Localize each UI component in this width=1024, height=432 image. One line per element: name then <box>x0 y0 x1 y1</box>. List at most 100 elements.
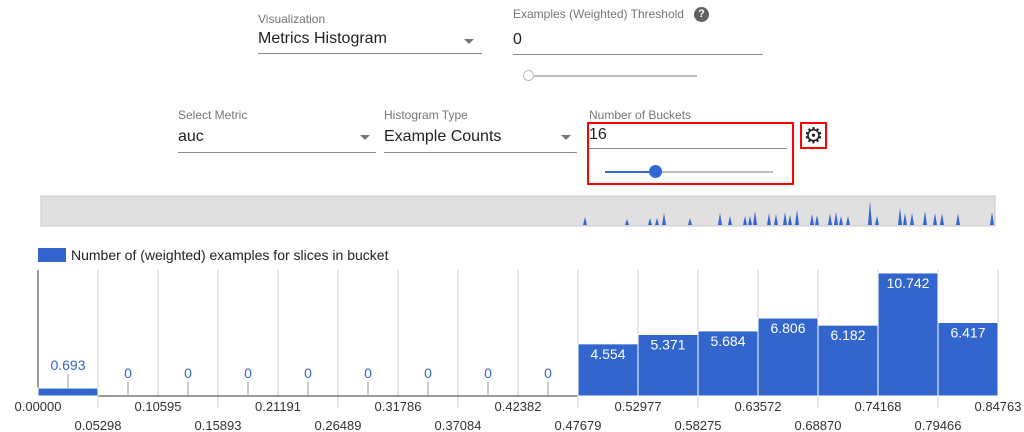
slider-thumb[interactable] <box>649 165 662 178</box>
gear-icon[interactable]: ⚙ <box>800 122 827 149</box>
x-tick-label: 0.63572 <box>735 399 782 414</box>
sparkline-spike <box>783 212 787 225</box>
x-tick-label: 0.00000 <box>15 399 62 414</box>
data-label: 5.684 <box>710 333 745 349</box>
data-label: 4.554 <box>590 346 625 362</box>
x-tick-label: 0.42382 <box>495 399 542 414</box>
sparkline-spike <box>767 213 771 225</box>
metric-select[interactable]: Select Metric auc <box>178 108 376 153</box>
sparkline-spike <box>753 211 757 225</box>
sparkline-spike <box>910 213 914 225</box>
histogram-bar[interactable] <box>577 343 639 397</box>
histogram-bar[interactable] <box>877 272 939 397</box>
visualization-select[interactable]: Visualization Metrics Histogram <box>258 12 482 54</box>
slider-thumb[interactable] <box>523 70 534 81</box>
x-tick-label: 0.37084 <box>435 418 482 432</box>
sparkline-spike <box>748 216 752 225</box>
sparkline-spike <box>846 216 850 225</box>
sparkline-spike <box>795 210 799 225</box>
metric-value: auc <box>178 122 376 153</box>
buckets-label: Number of Buckets <box>589 108 692 122</box>
metric-label: Select Metric <box>178 108 248 122</box>
data-label: 0 <box>544 365 552 381</box>
x-tick-label: 0.68870 <box>795 418 842 432</box>
sparkline-spike <box>839 216 843 225</box>
visualization-value: Metrics Histogram <box>258 26 482 54</box>
data-label: 0 <box>184 365 192 381</box>
sparkline-spike <box>898 208 902 225</box>
data-label: 0 <box>244 365 252 381</box>
histogram-type-select[interactable]: Histogram Type Example Counts <box>384 108 577 153</box>
buckets-highlight <box>587 122 794 185</box>
sparkline-spike <box>923 211 927 225</box>
sparkline-spike <box>815 215 819 225</box>
data-label: 0 <box>304 365 312 381</box>
data-label: 0 <box>364 365 372 381</box>
overview-brush[interactable] <box>40 195 996 227</box>
data-label: 0 <box>124 365 132 381</box>
x-tick-label: 0.58275 <box>675 418 722 432</box>
overview-sparkline <box>583 201 994 225</box>
x-tick-label: 0.05298 <box>75 418 122 432</box>
histogram-bar[interactable] <box>937 321 999 397</box>
histogram-bar[interactable] <box>757 317 819 397</box>
data-label: 10.742 <box>887 275 930 291</box>
x-tick-label: 0.31786 <box>375 399 422 414</box>
sparkline-spike <box>868 201 872 225</box>
data-label: 0.693 <box>50 357 85 373</box>
sparkline-spike <box>940 213 944 225</box>
histogram-bar[interactable] <box>697 330 759 397</box>
sparkline-spike <box>810 214 814 225</box>
sparkline-spike <box>743 216 747 225</box>
data-label: 6.806 <box>770 320 805 336</box>
x-tick-label: 0.52977 <box>615 399 662 414</box>
data-label: 5.371 <box>650 336 685 352</box>
threshold-label: Examples (Weighted) Threshold <box>513 7 684 21</box>
sparkline-spike <box>834 212 838 225</box>
sparkline-spike <box>583 217 587 225</box>
sparkline-spike <box>903 213 907 225</box>
histogram-type-label: Histogram Type <box>384 108 468 122</box>
help-icon[interactable]: ? <box>694 7 709 22</box>
dropdown-caret-icon <box>561 135 571 140</box>
sparkline-spike <box>648 218 652 225</box>
buckets-slider[interactable] <box>605 165 773 179</box>
histogram-bar[interactable] <box>37 387 99 397</box>
threshold-field[interactable]: Examples (Weighted) Threshold 0 <box>513 7 763 55</box>
data-label: 0 <box>484 365 492 381</box>
sparkline-spike <box>788 215 792 225</box>
data-label: 6.182 <box>830 327 865 343</box>
visualization-label: Visualization <box>258 12 326 26</box>
threshold-input[interactable]: 0 <box>513 21 763 55</box>
sparkline-spike <box>875 216 879 225</box>
sparkline-spike <box>728 216 732 225</box>
threshold-slider[interactable] <box>523 70 697 82</box>
sparkline-spike <box>956 213 960 225</box>
sparkline-spike <box>990 212 994 225</box>
sparkline-spike <box>688 218 692 225</box>
x-tick-label: 0.79466 <box>915 418 962 432</box>
sparkline-spike <box>662 213 666 225</box>
sparkline-spike <box>625 219 629 225</box>
buckets-input[interactable]: 16 <box>589 126 787 149</box>
histogram-bar[interactable] <box>817 324 879 397</box>
legend-label: Number of (weighted) examples for slices… <box>71 247 389 263</box>
x-tick-label: 0.21191 <box>255 399 301 414</box>
sparkline-spike <box>774 214 778 225</box>
x-tick-label: 0.15893 <box>195 418 242 432</box>
x-tick-label: 0.84763 <box>975 399 1022 414</box>
dropdown-caret-icon <box>464 39 474 44</box>
histogram-type-value: Example Counts <box>384 122 577 153</box>
sparkline-spike <box>828 213 832 225</box>
data-label: 6.417 <box>950 324 985 340</box>
sparkline-spike <box>933 213 937 225</box>
legend-swatch <box>38 248 66 262</box>
sparkline-spike <box>655 218 659 225</box>
x-tick-label: 0.10595 <box>135 399 182 414</box>
x-tick-label: 0.26489 <box>315 418 362 432</box>
data-label: 0 <box>424 365 432 381</box>
x-tick-label: 0.74168 <box>855 399 902 414</box>
sparkline-spike <box>718 213 722 225</box>
dropdown-caret-icon <box>360 135 370 140</box>
